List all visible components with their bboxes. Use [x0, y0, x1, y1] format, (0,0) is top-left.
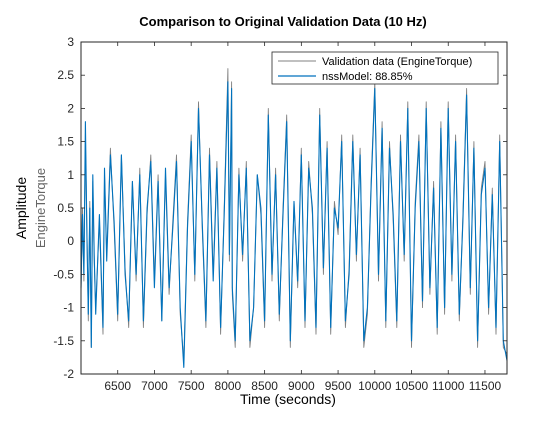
x-tick-label: 10500 — [395, 379, 429, 393]
y-tick-label: -2 — [63, 367, 74, 381]
x-axis-ticks: 6500 7000 7500 8000 8500 9000 9500 10000 10500 11… — [104, 42, 502, 393]
x-tick-label: 6500 — [104, 379, 131, 393]
y-tick-label: 0 — [67, 234, 74, 248]
y-tick-label: -0.5 — [53, 267, 74, 281]
y-tick-label: 0.5 — [57, 201, 74, 215]
y-tick-label: 1 — [67, 168, 74, 182]
legend-validation-label: Validation data (EngineTorque) — [322, 56, 472, 68]
legend-model-label: nssModel: 88.85% — [322, 71, 413, 83]
x-axis-label: Time (seconds) — [240, 391, 336, 407]
legend: Validation data (EngineTorque) nssModel:… — [271, 51, 499, 85]
y-tick-label: -1.5 — [53, 334, 74, 348]
x-tick-label: 11500 — [469, 379, 502, 393]
y-tick-label: -1 — [63, 301, 74, 315]
x-tick-label: 10000 — [358, 379, 392, 393]
y-tick-label: 2 — [67, 101, 74, 115]
y-tick-label: 2.5 — [57, 68, 74, 82]
x-tick-label: 9000 — [288, 379, 315, 393]
chart-title: Comparison to Original Validation Data (… — [139, 14, 427, 29]
y-tick-label: 1.5 — [57, 135, 74, 149]
x-tick-label: 7000 — [141, 379, 168, 393]
y-axis-ticks: -2 -1.5 -1 -0.5 0 0.5 1 1.5 2 2.5 3 — [53, 35, 507, 381]
x-tick-label: 9500 — [325, 379, 352, 393]
x-tick-label: 8500 — [251, 379, 278, 393]
legend-box — [271, 51, 499, 85]
y-tick-label: 3 — [67, 35, 74, 49]
series-lines — [80, 68, 508, 368]
x-tick-label: 7500 — [178, 379, 205, 393]
x-tick-label: 8000 — [215, 379, 242, 393]
y-axis-label: Amplitude — [13, 177, 29, 239]
y-axis-sublabel: EngineTorque — [33, 168, 48, 248]
nss-model-line — [80, 81, 508, 368]
x-tick-label: 11000 — [432, 379, 465, 393]
